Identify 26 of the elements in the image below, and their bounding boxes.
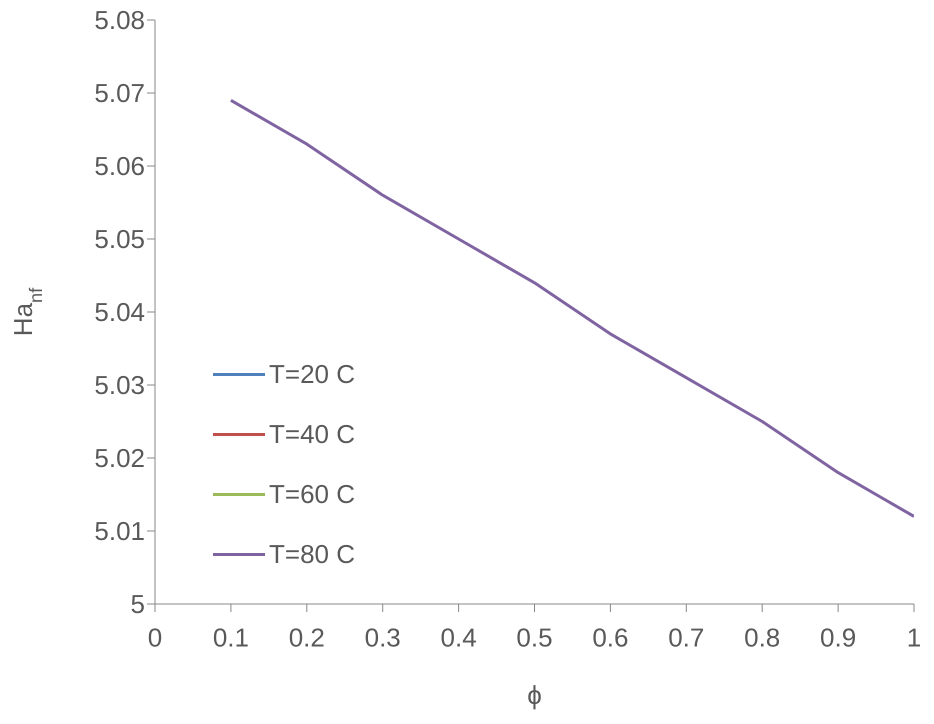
line-series: [229, 98, 914, 518]
y-tick-label: 5.02: [94, 443, 145, 474]
legend-label: T=20 C: [269, 358, 355, 390]
y-tick-label: 5.07: [94, 78, 145, 108]
x-tick-label: 0.6: [592, 622, 628, 652]
x-tick-label: 0.9: [820, 622, 856, 652]
y-tick-label: 5.04: [94, 297, 145, 328]
legend-label: T=60 C: [269, 478, 355, 510]
x-tick-label: 0.7: [668, 622, 704, 652]
y-tick-label: 5.03: [94, 370, 145, 400]
x-tick-label: 0.4: [440, 622, 477, 652]
legend-label: T=40 C: [269, 418, 355, 450]
y-tick-label: 5.01: [94, 516, 145, 546]
x-tick-label: 0.1: [212, 622, 249, 652]
x-tick-label: 0.5: [516, 622, 553, 652]
x-axis-title: ϕ: [527, 680, 542, 710]
x-tick-label: 0.2: [288, 622, 325, 652]
x-tick-label: 0: [148, 622, 162, 652]
y-tick-label: 5.06: [94, 151, 145, 182]
y-tick-label: 5: [130, 589, 145, 620]
x-tick-label: 1: [906, 622, 922, 652]
y-tick-label: 5.08: [94, 5, 145, 36]
y-tick-label: 5.05: [94, 224, 145, 254]
x-tick-label: 0.3: [364, 622, 401, 652]
legend-label: T=80 C: [269, 538, 355, 570]
x-tick-label: 0.8: [744, 622, 780, 652]
